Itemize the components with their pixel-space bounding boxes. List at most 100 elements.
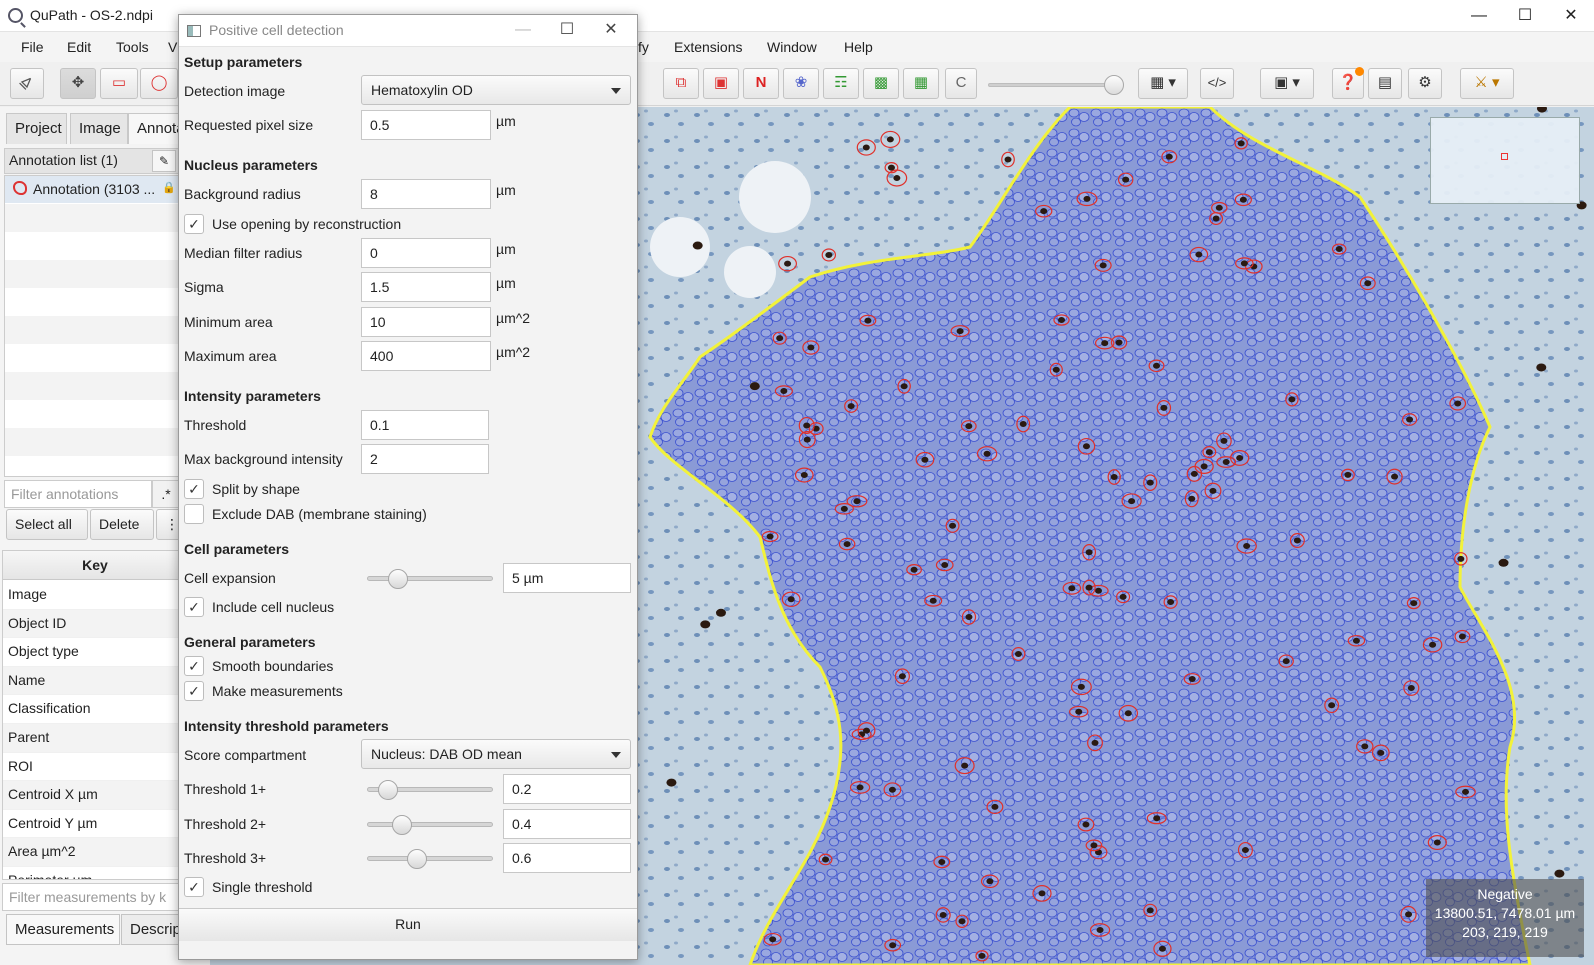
tab-measurements[interactable]: Measurements [6,914,120,945]
tab-annotations[interactable]: Annota [128,113,184,144]
menu-tools[interactable]: Tools [116,39,149,55]
detection-image-select[interactable]: Hematoxylin OD [361,75,631,105]
annotation-list[interactable] [4,175,184,477]
ellipse-tool-button[interactable]: ◯ [140,68,178,99]
filter-measurements-input[interactable]: Filter measurements by k [2,883,210,911]
script-editor-button[interactable]: </> [1200,68,1234,99]
run-button[interactable]: Run [179,908,637,941]
table-row[interactable]: Object ID [3,609,209,639]
split-shape-checkbox[interactable]: ✓ [184,479,204,499]
edit-pencil-icon[interactable]: ✎ [152,150,176,172]
regex-toggle[interactable]: .* [152,480,180,508]
make-measurements-checkbox[interactable]: ✓ [184,681,204,701]
menu-help[interactable]: Help [844,39,873,55]
use-opening-checkbox[interactable]: ✓ [184,214,204,234]
dab-nucleus [1110,474,1118,481]
menu-edit[interactable]: Edit [67,39,92,55]
threshold3-slider[interactable] [367,856,493,861]
smooth-boundaries-checkbox[interactable]: ✓ [184,656,204,676]
tab-project[interactable]: Project [6,113,67,144]
minimize-icon[interactable]: — [1471,7,1487,24]
measurement-table[interactable]: Key Image Object ID Object type Name Cla… [2,550,210,880]
dialog-maximize-icon[interactable]: ☐ [559,21,575,38]
show-names-button[interactable]: N [743,68,779,99]
table-row[interactable]: Area µm^2 [3,838,209,867]
table-row[interactable]: Object type [3,638,209,667]
single-threshold-checkbox[interactable]: ✓ [184,877,204,897]
table-row[interactable]: Centroid Y µm [3,810,209,839]
show-detections-button[interactable]: ☶ [823,68,859,99]
extensions-menu-button[interactable]: ⚔ ▾ [1460,68,1514,99]
dab-nucleus [1124,710,1132,717]
exclude-dab-checkbox[interactable] [184,504,204,524]
notification-badge [1355,67,1364,76]
opacity-slider-knob[interactable] [1104,75,1124,95]
dab-nucleus [1391,473,1399,480]
sigma-input[interactable]: 1.5 [361,272,491,302]
threshold1-input[interactable]: 0.2 [503,774,631,804]
menu-window[interactable]: Window [767,39,817,55]
show-annotations-button[interactable]: ⧉ [663,68,699,99]
max-background-input[interactable]: 2 [361,444,489,474]
table-row[interactable]: ROI [3,753,209,782]
threshold1-knob[interactable] [377,780,398,800]
menu-classify[interactable]: fy [638,39,649,55]
stroma-dab-nucleus [715,608,726,617]
table-row[interactable]: Centroid X µm [3,781,209,810]
hide-panel-button[interactable]: ⧐ [10,68,44,99]
show-tma-button[interactable]: ❀ [783,68,819,99]
rectangle-tool-button[interactable]: ▭ [100,68,138,99]
cell-expansion-slider[interactable] [367,576,493,581]
threshold-input[interactable]: 0.1 [361,410,489,440]
overview-viewport[interactable] [1501,153,1508,160]
score-compartment-select[interactable]: Nucleus: DAB OD mean [361,739,631,769]
slide-overview[interactable] [1430,117,1580,204]
pixel-size-input[interactable]: 0.5 [361,110,491,140]
cell-expansion-input[interactable]: 5 µm [503,563,631,593]
background-radius-input[interactable]: 8 [361,179,491,209]
delete-button[interactable]: Delete [90,509,154,540]
dialog-titlebar[interactable]: Positive cell detection — ☐ ✕ [179,15,637,47]
show-pixel-classification-button[interactable]: C [945,68,977,99]
names-label: N [755,74,767,91]
table-row[interactable]: Perimeter µm [3,867,209,879]
positive-cell [1143,474,1158,491]
move-tool-button[interactable]: ✥ [60,68,96,99]
threshold2-slider[interactable] [367,822,493,827]
median-radius-input[interactable]: 0 [361,238,491,268]
threshold3-knob[interactable] [407,849,428,869]
close-icon[interactable]: ✕ [1564,7,1578,24]
min-area-input[interactable]: 10 [361,307,491,337]
table-row[interactable]: Name [3,666,209,696]
positive-cell [1244,259,1263,274]
tab-image[interactable]: Image [70,113,128,144]
threshold3-input[interactable]: 0.6 [503,843,631,873]
show-connections-button[interactable]: ▦ [903,68,939,99]
log-button[interactable]: ▤ [1368,68,1402,99]
viewer-menu-button[interactable]: ▣ ▾ [1260,68,1314,99]
fill-annotations-button[interactable]: ▣ [703,68,739,99]
dialog-minimize-icon[interactable]: — [515,21,531,38]
table-row[interactable]: Classification [3,695,209,724]
dialog-close-icon[interactable]: ✕ [604,21,618,38]
opacity-slider-track[interactable] [988,83,1120,87]
include-nucleus-checkbox[interactable]: ✓ [184,597,204,617]
max-area-input[interactable]: 400 [361,341,491,371]
cell-expansion-knob[interactable] [388,569,409,589]
threshold2-input[interactable]: 0.4 [503,809,631,839]
fill-detections-button[interactable]: ▩ [863,68,899,99]
filter-annotations-input[interactable]: Filter annotations [4,480,152,508]
list-item[interactable]: Annotation (3103 ... [5,176,183,203]
table-row[interactable]: Image [3,581,209,610]
menu-extensions[interactable]: Extensions [674,39,743,55]
threshold1-slider[interactable] [367,787,493,792]
select-all-button[interactable]: Select all [6,509,88,540]
menu-file[interactable]: File [21,39,44,55]
table-row[interactable]: Parent [3,724,209,753]
column-header-key[interactable]: Key [3,551,209,580]
preferences-button[interactable]: ⚙ [1408,68,1442,99]
threshold2-knob[interactable] [392,815,413,835]
menu-view[interactable]: V [168,39,178,55]
maximize-icon[interactable]: ☐ [1517,7,1533,24]
grid-menu-button[interactable]: ▦ ▾ [1138,68,1188,99]
